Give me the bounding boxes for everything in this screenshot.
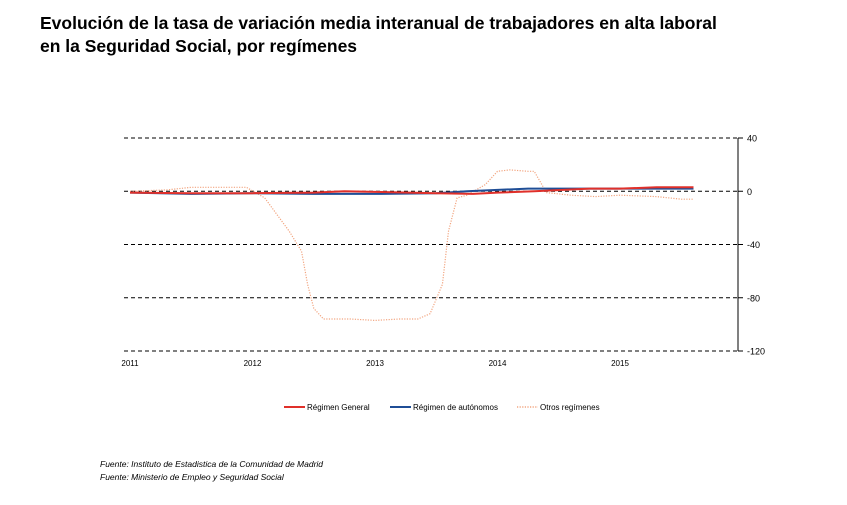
- legend-label: Régimen de autónomos: [413, 403, 498, 412]
- legend: Régimen General Régimen de autónomos Otros…: [284, 403, 600, 412]
- y-tick-label: -120: [747, 347, 765, 357]
- y-tick-label: -40: [747, 240, 760, 250]
- x-tick-label: 2014: [489, 359, 507, 368]
- chart-title: Evolución de la tasa de variación media …: [40, 12, 840, 58]
- source-note-2: Fuente: Ministerio de Empleo y Seguridad…: [100, 472, 284, 482]
- legend-label: Régimen General: [307, 403, 370, 412]
- source-note-1: Fuente: Instituto de Estadistica de la C…: [100, 459, 324, 469]
- x-tick-label: 2011: [121, 359, 139, 368]
- y-tick-label: -80: [747, 293, 760, 303]
- x-tick-label: 2013: [366, 359, 384, 368]
- chart-title-line-1: Evolución de la tasa de variación media …: [40, 13, 717, 33]
- series-line-0: [129, 186, 694, 195]
- y-axis: 40 0 -40 -80 -120: [737, 134, 765, 357]
- x-tick-label: 2012: [244, 359, 262, 368]
- y-tick-label: 40: [747, 134, 757, 144]
- y-tick-label: 0: [747, 187, 752, 197]
- x-axis: 2011 2012 2013 2014 2015: [121, 359, 629, 368]
- legend-label: Otros regímenes: [540, 403, 600, 412]
- grid-lines: [124, 137, 738, 352]
- series-lines: [129, 169, 694, 321]
- x-tick-label: 2015: [611, 359, 629, 368]
- chart-title-line-2: en la Seguridad Social, por regímenes: [40, 36, 358, 56]
